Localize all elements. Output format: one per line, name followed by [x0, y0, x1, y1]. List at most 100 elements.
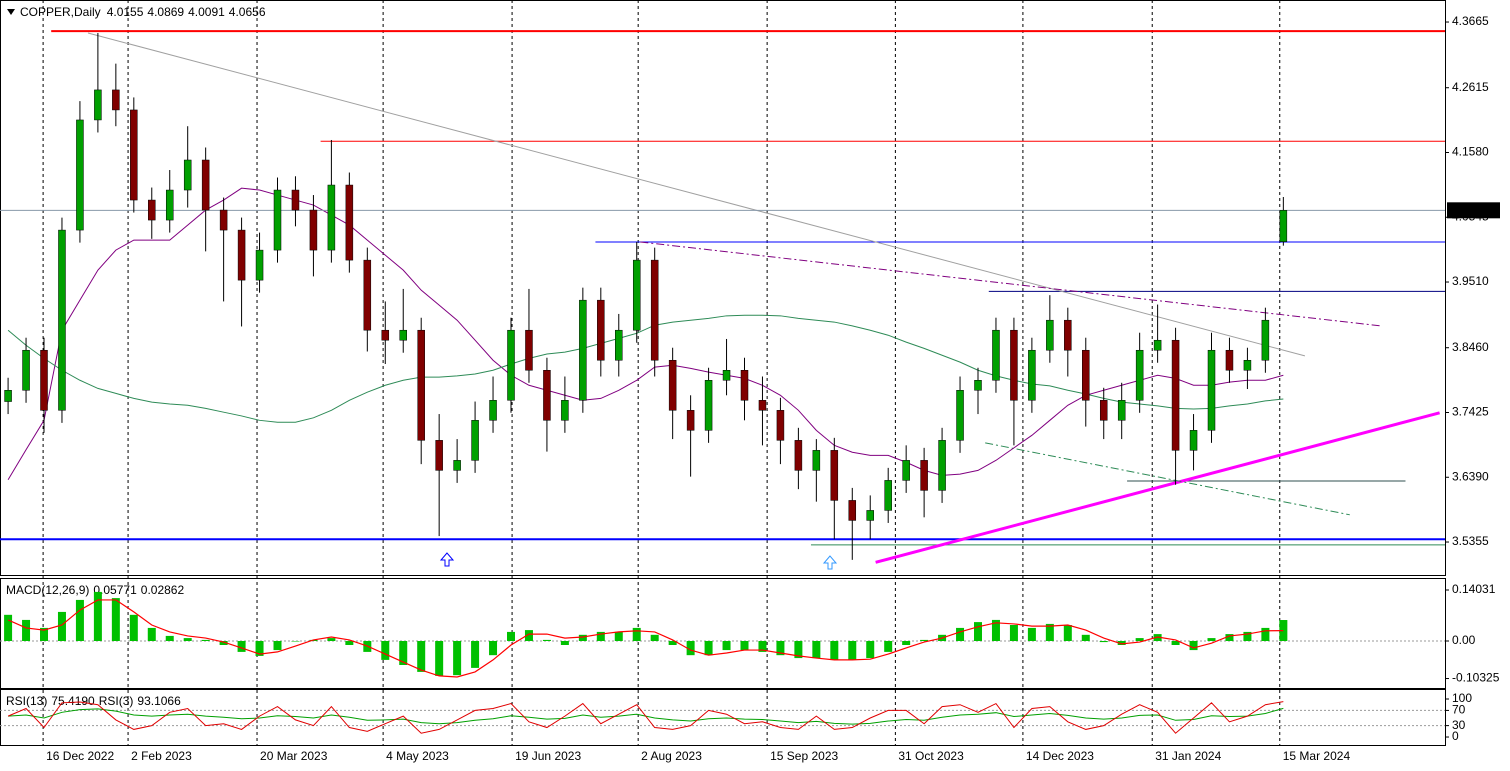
candle-body — [381, 329, 390, 341]
macd-panel-border — [0, 578, 1446, 689]
histogram-bar — [75, 599, 84, 641]
signal-line — [7, 599, 1284, 678]
candle-body — [40, 349, 48, 411]
histogram-bar — [219, 640, 228, 645]
drawn-line — [87, 32, 1306, 357]
histogram-bar — [327, 638, 336, 641]
candle-body — [417, 329, 425, 441]
candle-body — [148, 199, 156, 221]
histogram-bar — [848, 640, 857, 660]
histogram-bar — [632, 627, 641, 641]
candle-body — [704, 380, 713, 431]
x-tick-label: 14 Dec 2023 — [1026, 749, 1094, 763]
candle-body — [650, 259, 659, 361]
moving-average — [7, 187, 1284, 481]
histogram-bar — [1243, 631, 1252, 641]
x-tick-label: 20 Mar 2023 — [260, 749, 328, 763]
rsi-line — [7, 701, 1284, 734]
histogram-bar — [920, 639, 929, 641]
candle-body — [1225, 349, 1234, 371]
candle-body — [237, 229, 246, 281]
histogram-bar — [453, 640, 462, 676]
chart-header: COPPER,Daily 4.0155 4.0869 4.0091 4.0656 — [20, 5, 266, 19]
histogram-bar — [1279, 620, 1288, 641]
histogram-bar — [435, 640, 444, 676]
histogram-bar — [686, 640, 695, 656]
macd-header: MACD(12,26,9) 0.05771 0.02862 — [6, 583, 184, 597]
histogram-bar — [507, 631, 516, 641]
candle-body — [291, 189, 300, 211]
high-readout: 4.0869 — [147, 5, 184, 19]
y-tick-label: -0.10325 — [1452, 671, 1500, 685]
histogram-bar — [1207, 638, 1216, 641]
histogram-bar — [776, 640, 785, 656]
moving-average — [7, 314, 1284, 423]
histogram-bar — [22, 619, 31, 641]
rsi-name: RSI(3) — [99, 694, 134, 708]
rsi-readout: 75.4190 — [51, 694, 95, 708]
y-tick-label: 0.00 — [1452, 633, 1476, 647]
histogram-bar — [578, 634, 587, 641]
histogram-bar — [471, 640, 480, 668]
candle-body — [615, 329, 623, 361]
candle-body — [76, 119, 84, 231]
histogram-bar — [1063, 625, 1072, 641]
histogram-bar — [129, 614, 138, 641]
histogram-bar — [183, 638, 192, 641]
candle-body — [4, 390, 12, 402]
histogram-bar — [40, 627, 49, 641]
candle-body — [489, 400, 497, 421]
candle-body — [1028, 349, 1036, 401]
candle-body — [1135, 349, 1144, 401]
drawn-line — [985, 442, 1350, 516]
candle-body — [597, 299, 605, 361]
histogram-bar — [596, 631, 605, 641]
candle-body — [453, 460, 461, 471]
drawn-line — [875, 411, 1440, 564]
histogram-bar — [704, 640, 713, 656]
histogram-bar — [956, 627, 965, 641]
histogram-bar — [1225, 634, 1234, 641]
histogram-bar — [4, 614, 13, 641]
drawn-line — [640, 241, 1381, 327]
histogram-bar — [830, 640, 839, 660]
signal-readout: 0.02862 — [141, 583, 185, 597]
histogram-bar — [524, 630, 533, 641]
histogram-bar — [255, 640, 264, 656]
histogram-bar — [201, 639, 210, 641]
candle-body — [1117, 400, 1126, 421]
histogram-bar — [489, 640, 498, 656]
histogram-bar — [273, 640, 282, 651]
candle-body — [130, 109, 138, 201]
x-tick-label: 31 Jan 2024 — [1155, 749, 1221, 763]
candle-body — [830, 450, 839, 501]
price-tag — [1447, 202, 1500, 219]
histogram-bar — [1135, 638, 1144, 641]
price-tag-label: 4.0656 — [1451, 202, 1488, 216]
histogram-bar — [740, 640, 749, 651]
close-readout: 4.0656 — [229, 5, 266, 19]
x-tick-label: 2 Aug 2023 — [641, 749, 702, 763]
histogram-bar — [237, 640, 246, 652]
candle-body — [668, 359, 677, 411]
histogram-bar — [542, 639, 551, 641]
arrow-marker — [439, 552, 455, 567]
candle-body — [165, 189, 174, 221]
histogram-bar — [1099, 640, 1108, 643]
candle-body — [920, 460, 928, 491]
candle-body — [363, 259, 372, 331]
histogram-bar — [866, 640, 875, 659]
histogram-bar — [1009, 625, 1018, 641]
histogram-bar — [57, 611, 66, 641]
candle-body — [776, 410, 785, 441]
rsi-panel-border — [0, 689, 1446, 746]
y-tick-label: 3.8460 — [1452, 340, 1489, 354]
histogram-bar — [758, 640, 767, 652]
symbol: COPPER,Daily — [20, 5, 101, 19]
candle-body — [345, 184, 354, 261]
histogram-bar — [1117, 640, 1126, 645]
candle-body — [58, 229, 66, 411]
histogram-bar — [1189, 640, 1198, 651]
